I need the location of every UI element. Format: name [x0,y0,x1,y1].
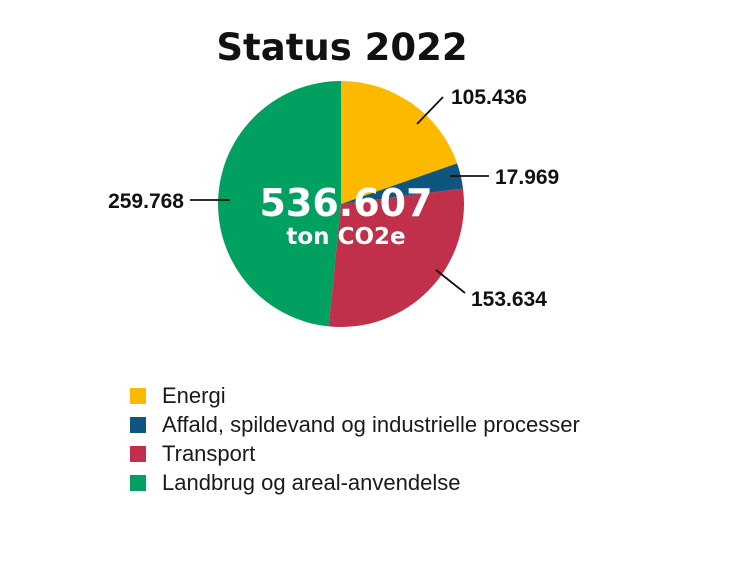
legend-item-transport: Transport [130,439,710,468]
pie-slice-landbrug-og-areal-anvendelse [218,81,341,327]
data-label-energi: 105.436 [451,86,527,109]
pie-slice-affald-spildevand-og-industrielle-processer [341,163,464,204]
pie-slices [218,81,465,327]
legend-label: Transport [162,440,256,466]
legend: Energi Affald, spildevand og industriell… [130,381,710,497]
leader-line [416,96,444,125]
legend-item-landbrug: Landbrug og areal-anvendelse [130,468,710,497]
data-label-landbrug-og-areal-anvendelse: 259.768 [108,190,184,213]
legend-swatch [130,445,146,462]
chart-canvas: Status 2022 105.43617.969153.634259.768 … [108,26,559,327]
legend-label: Energi [162,382,226,408]
data-label-transport: 153.634 [471,288,547,311]
chart-title: Status 2022 [216,26,467,69]
legend-label: Affald, spildevand og industrielle proce… [162,411,580,437]
leader-line [435,269,466,294]
pie-slice-energi [341,81,458,204]
legend-swatch [130,416,146,433]
legend-label: Landbrug og areal-anvendelse [162,469,461,495]
legend-item-affald: Affald, spildevand og industrielle proce… [130,410,710,439]
data-label-affald-spildevand-og-industrielle-processer: 17.969 [495,166,559,189]
legend-swatch [130,387,146,404]
pie-data-labels: 105.436 17.969 153.634 259.768 [108,86,559,311]
legend-item-energi: Energi [130,381,710,410]
center-total: 536.607 [259,181,432,225]
legend-swatch [130,474,146,491]
center-unit: ton CO2e [286,224,405,250]
pie-slice-transport [328,188,465,327]
